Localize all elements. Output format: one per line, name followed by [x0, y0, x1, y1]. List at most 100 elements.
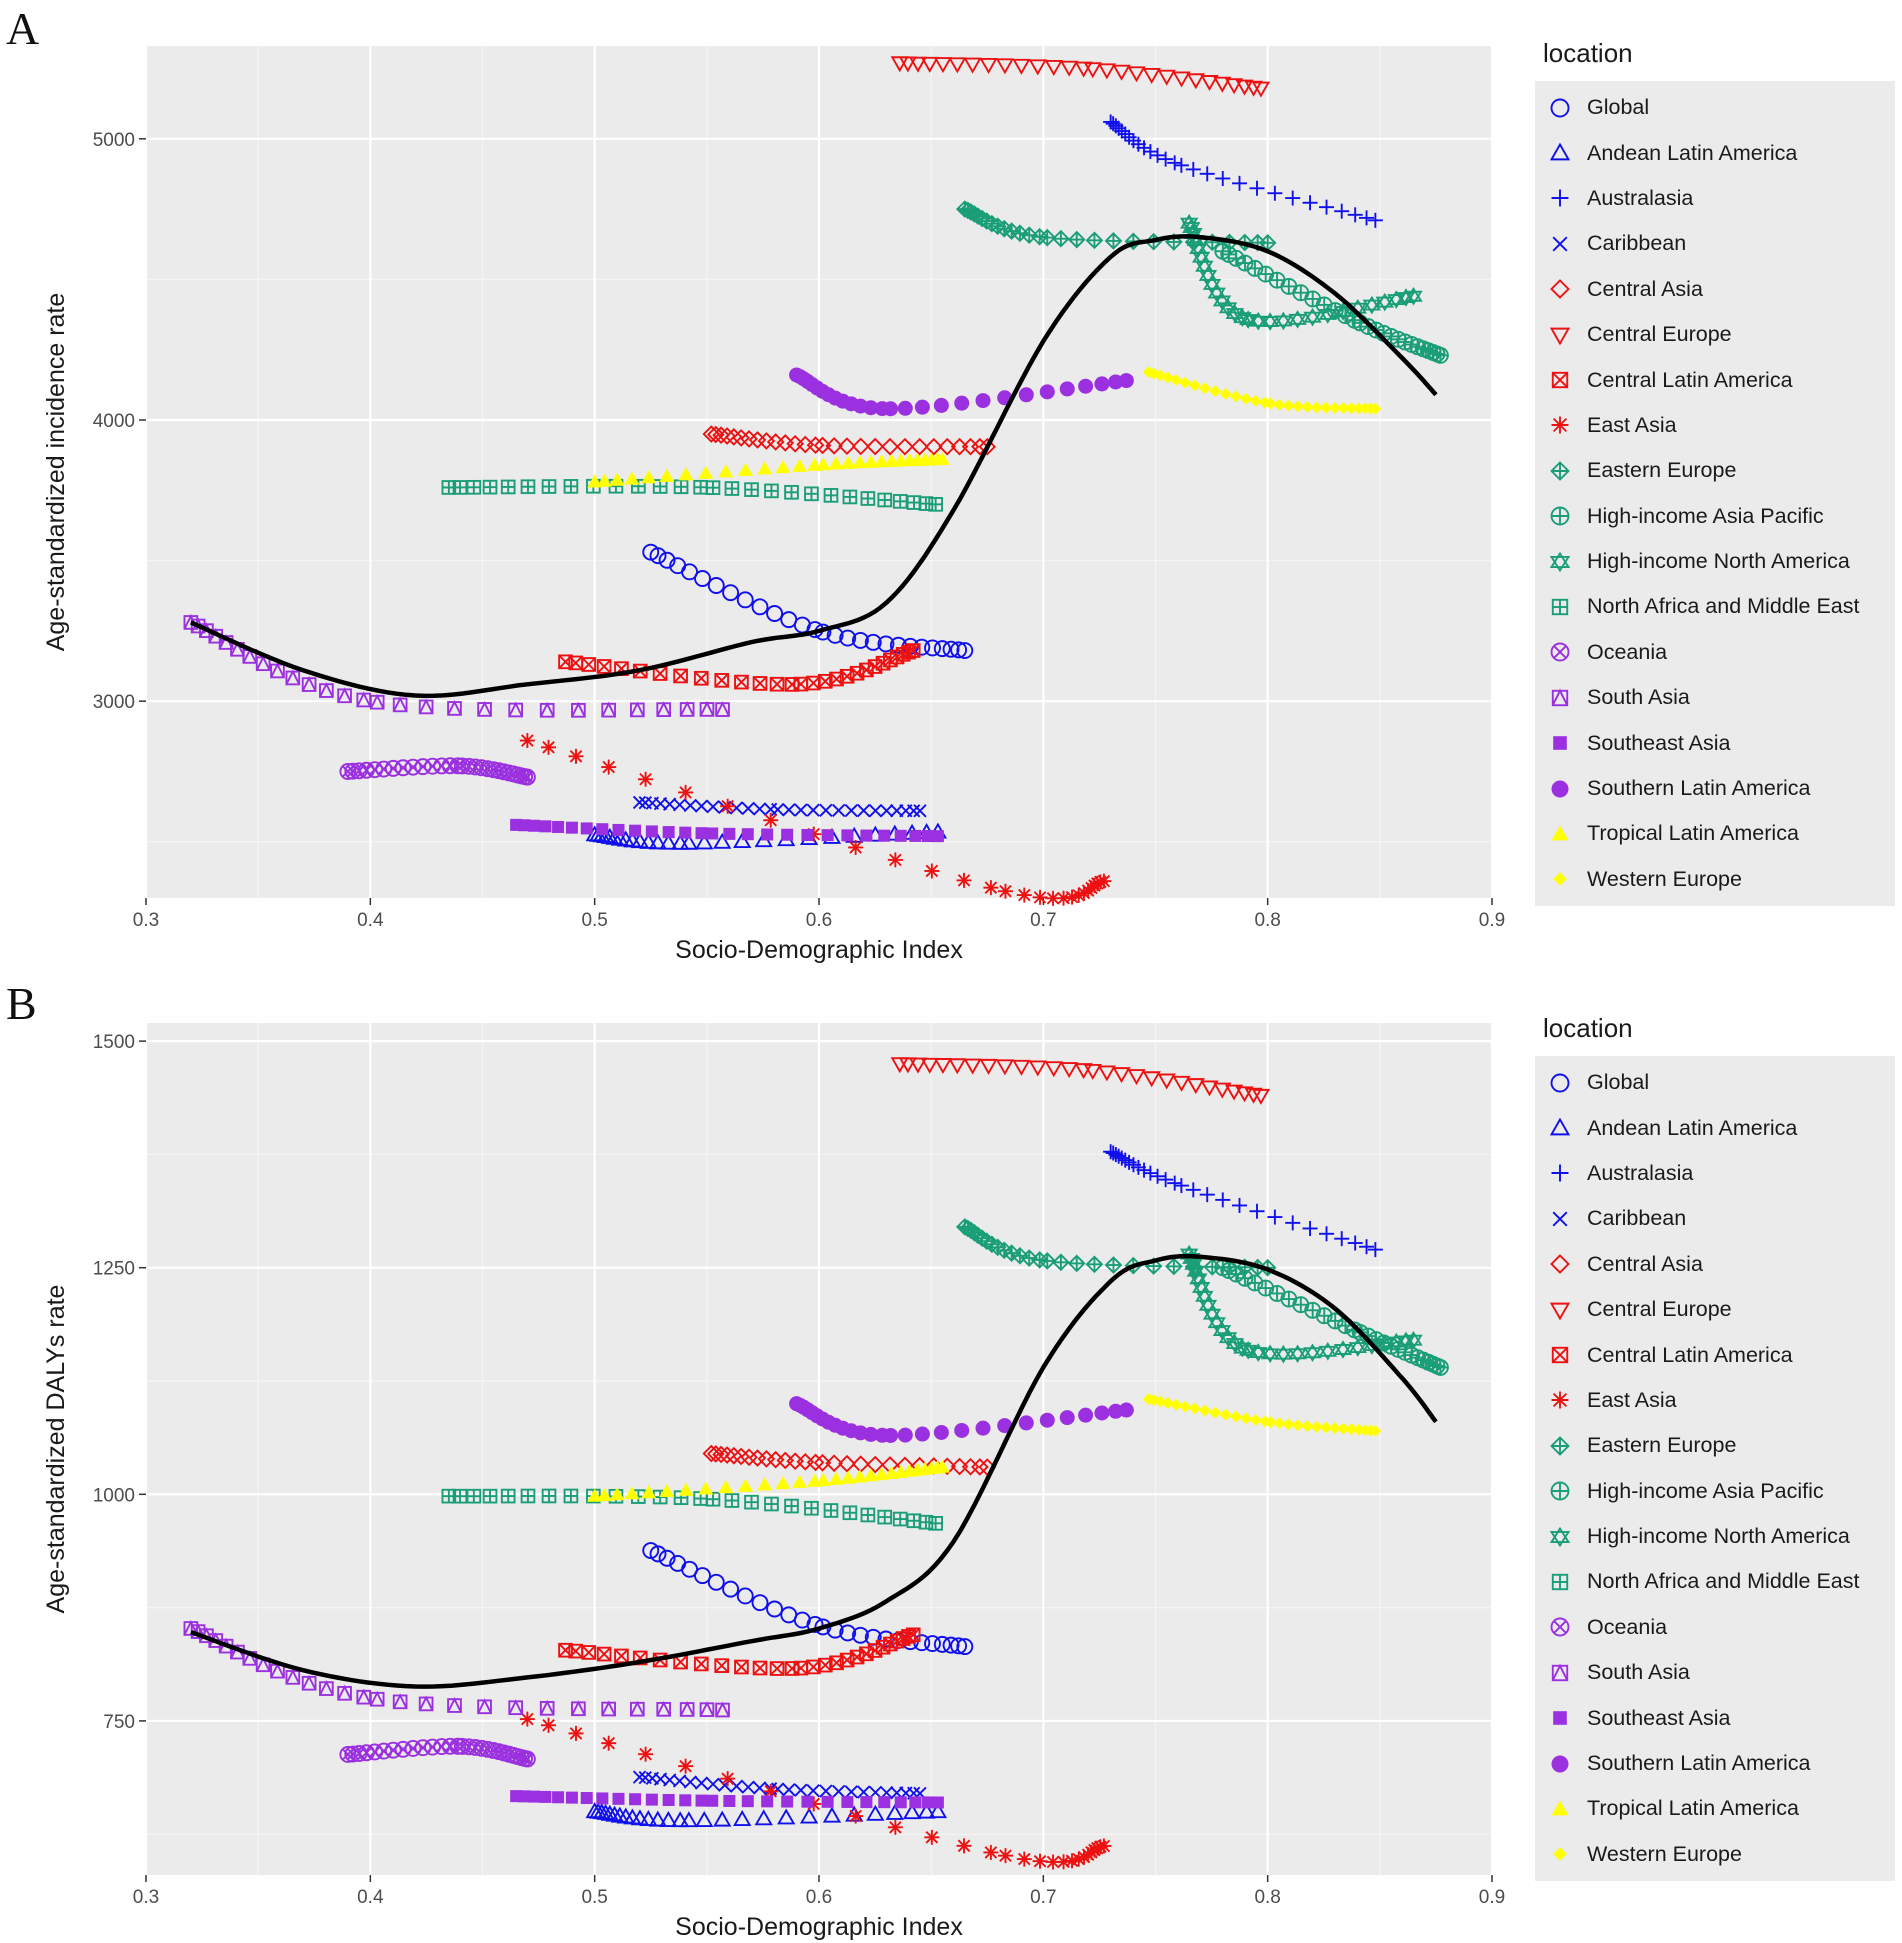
tick-label-x: 0.5	[581, 910, 607, 931]
data-point	[638, 1746, 654, 1762]
data-point	[1117, 126, 1133, 142]
data-point	[924, 1829, 940, 1845]
data-point	[771, 802, 785, 817]
data-point	[1318, 1341, 1337, 1361]
data-point	[1188, 1402, 1201, 1415]
data-point	[1167, 155, 1183, 171]
data-point	[319, 682, 334, 698]
data-point	[587, 1488, 603, 1502]
series-southern-latin-america	[789, 367, 1134, 417]
data-point	[714, 673, 730, 688]
data-point	[1209, 1406, 1222, 1419]
data-point	[671, 833, 690, 850]
data-point	[658, 1549, 676, 1567]
data-point	[718, 464, 734, 478]
data-point	[879, 804, 894, 818]
legend-item-central-asia: Central Asia	[1535, 267, 1895, 312]
diamond-filled-icon	[1537, 857, 1583, 902]
data-point	[971, 437, 989, 456]
legend-item-southern-latin-america: Southern Latin America	[1535, 766, 1895, 811]
legend-item-central-latin-america: Central Latin America	[1535, 1332, 1895, 1377]
data-point	[1224, 78, 1244, 95]
data-point	[1319, 401, 1332, 414]
data-point	[1291, 400, 1304, 413]
data-point	[301, 676, 317, 692]
legend-box: Global Andean Latin America Australasia Car…	[1535, 1056, 1895, 1882]
series-central-latin-america	[558, 643, 921, 692]
data-point	[839, 1624, 857, 1642]
data-point	[285, 669, 301, 686]
data-point	[679, 826, 692, 839]
data-point	[764, 483, 779, 499]
data-point	[581, 1645, 597, 1660]
legend-label: Central Latin America	[1587, 367, 1793, 392]
data-point	[757, 461, 773, 475]
data-point	[718, 427, 736, 445]
data-point	[720, 1771, 736, 1787]
data-point	[715, 701, 730, 717]
data-point	[975, 393, 991, 409]
data-point	[1240, 1412, 1253, 1425]
data-point	[852, 455, 868, 469]
data-point	[519, 1711, 535, 1727]
x-axis-title: Socio-Demographic Index	[675, 936, 963, 964]
data-point	[695, 833, 714, 850]
data-point	[1199, 166, 1215, 182]
data-point	[609, 1487, 625, 1501]
data-point	[706, 425, 725, 444]
legend-label: Western Europe	[1587, 1841, 1742, 1866]
square-triangle-icon	[1537, 1650, 1583, 1695]
data-point	[863, 454, 879, 468]
data-point	[1038, 1252, 1057, 1270]
data-point	[571, 701, 586, 718]
data-point	[1337, 1422, 1350, 1435]
data-point	[518, 768, 536, 786]
data-point	[1273, 398, 1286, 411]
data-point	[794, 1783, 808, 1797]
data-point	[874, 454, 890, 468]
data-point	[1328, 1422, 1341, 1435]
series-australasia	[1103, 1144, 1383, 1258]
data-point	[270, 662, 285, 679]
data-point	[1352, 402, 1365, 415]
data-point	[693, 1656, 709, 1672]
data-point	[975, 1420, 991, 1436]
legend-label: High-income North America	[1587, 1524, 1850, 1549]
data-point	[894, 829, 907, 842]
data-point	[596, 1646, 612, 1662]
data-point	[741, 1795, 754, 1808]
legend-label: Southern Latin America	[1587, 776, 1811, 801]
asterisk-icon	[1537, 1378, 1583, 1423]
circle-filled-icon	[1537, 1741, 1583, 1786]
data-point	[652, 479, 668, 494]
data-point	[658, 551, 676, 569]
data-point	[662, 797, 677, 811]
data-point	[1142, 144, 1158, 160]
series-north-africa-and-middle-east	[441, 1488, 943, 1531]
data-point	[852, 1469, 868, 1483]
star-of-david-icon	[1537, 1514, 1583, 1559]
star-of-david-icon	[1537, 539, 1583, 584]
data-point	[571, 1700, 586, 1717]
legend-label: North Africa and Middle East	[1587, 1569, 1860, 1594]
data-point	[632, 795, 647, 810]
data-point	[878, 829, 891, 842]
data-point	[1104, 232, 1123, 250]
data-point	[1039, 1412, 1055, 1428]
data-point	[683, 1775, 697, 1789]
data-point	[656, 701, 672, 717]
data-point	[641, 470, 657, 484]
series-central-latin-america	[558, 1627, 921, 1676]
data-point	[541, 1717, 557, 1733]
data-point	[639, 1809, 658, 1826]
series-high-income-asia-pacific	[1214, 242, 1449, 364]
tick-label-x: 0.5	[581, 1887, 607, 1908]
data-point	[568, 1725, 584, 1741]
panel-b: B 0.3 0.4 0.5 0.6 0.7 0.8 0.9 750 1000 1250 1500 So…	[0, 975, 1902, 1943]
data-point	[724, 428, 743, 446]
series-tropical-latin-america	[587, 451, 950, 488]
data-point	[672, 1774, 687, 1788]
data-point	[1158, 1172, 1174, 1188]
data-point	[1301, 401, 1314, 414]
data-point	[1258, 1415, 1271, 1428]
